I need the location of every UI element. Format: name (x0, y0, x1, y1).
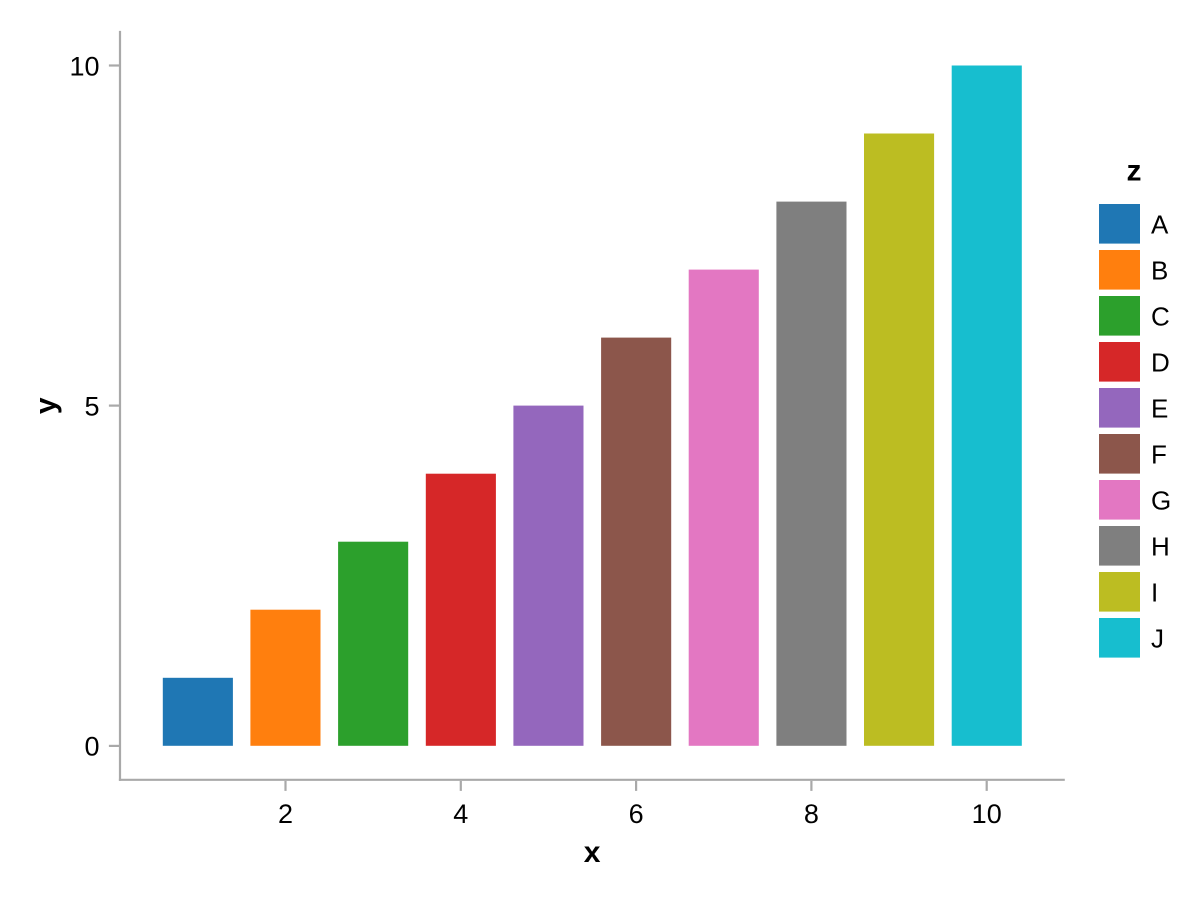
svg-text:y: y (30, 397, 63, 414)
svg-text:4: 4 (453, 799, 468, 829)
svg-text:J: J (1151, 623, 1164, 653)
svg-text:5: 5 (84, 391, 99, 421)
svg-text:10: 10 (972, 799, 1002, 829)
svg-text:z: z (1127, 155, 1142, 188)
svg-text:F: F (1151, 439, 1167, 469)
svg-text:2: 2 (278, 799, 293, 829)
svg-text:B: B (1151, 255, 1168, 285)
svg-text:x: x (584, 836, 601, 869)
svg-text:0: 0 (84, 732, 99, 762)
svg-text:10: 10 (69, 51, 99, 81)
svg-text:H: H (1151, 531, 1170, 561)
svg-text:C: C (1151, 301, 1170, 331)
svg-text:E: E (1151, 393, 1168, 423)
svg-text:6: 6 (629, 799, 644, 829)
svg-text:A: A (1151, 209, 1169, 239)
svg-text:I: I (1151, 577, 1158, 607)
svg-text:8: 8 (804, 799, 819, 829)
svg-text:D: D (1151, 347, 1170, 377)
svg-text:G: G (1151, 485, 1171, 515)
